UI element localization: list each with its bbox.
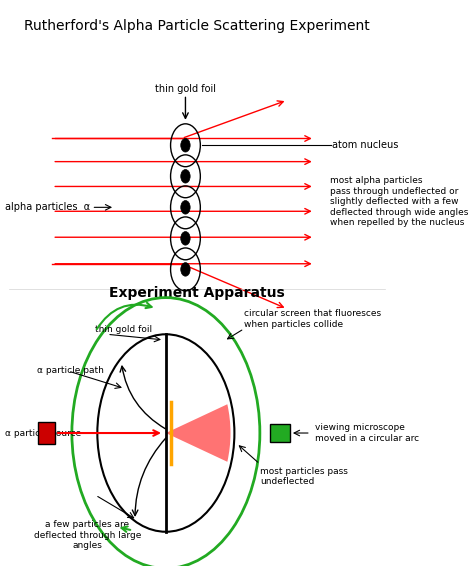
Text: most alpha particles
pass through undeflected or
slightly deflected with a few
d: most alpha particles pass through undefl…	[330, 176, 469, 227]
Circle shape	[181, 170, 190, 183]
Text: circular screen that fluoresces
when particles collide: circular screen that fluoresces when par…	[244, 309, 381, 329]
Circle shape	[181, 263, 190, 276]
Text: viewing microscope
moved in a circular arc: viewing microscope moved in a circular a…	[315, 424, 419, 443]
FancyBboxPatch shape	[270, 424, 290, 442]
Text: most particles pass
undeflected: most particles pass undeflected	[260, 467, 348, 486]
FancyBboxPatch shape	[38, 422, 55, 445]
Circle shape	[181, 201, 190, 214]
Text: Experiment Apparatus: Experiment Apparatus	[109, 286, 285, 301]
Circle shape	[181, 231, 190, 245]
Text: thin gold foil: thin gold foil	[95, 325, 153, 335]
Text: a few particles are
deflected through large
angles: a few particles are deflected through la…	[34, 521, 141, 550]
Text: α particle path: α particle path	[36, 366, 103, 375]
Circle shape	[181, 138, 190, 152]
Text: atom nucleus: atom nucleus	[332, 140, 399, 150]
Text: thin gold foil: thin gold foil	[155, 84, 216, 95]
Wedge shape	[166, 404, 230, 462]
Text: alpha particles  α: alpha particles α	[5, 202, 91, 212]
Text: α particle source: α particle source	[5, 429, 82, 438]
Text: Rutherford's Alpha Particle Scattering Experiment: Rutherford's Alpha Particle Scattering E…	[24, 19, 370, 33]
